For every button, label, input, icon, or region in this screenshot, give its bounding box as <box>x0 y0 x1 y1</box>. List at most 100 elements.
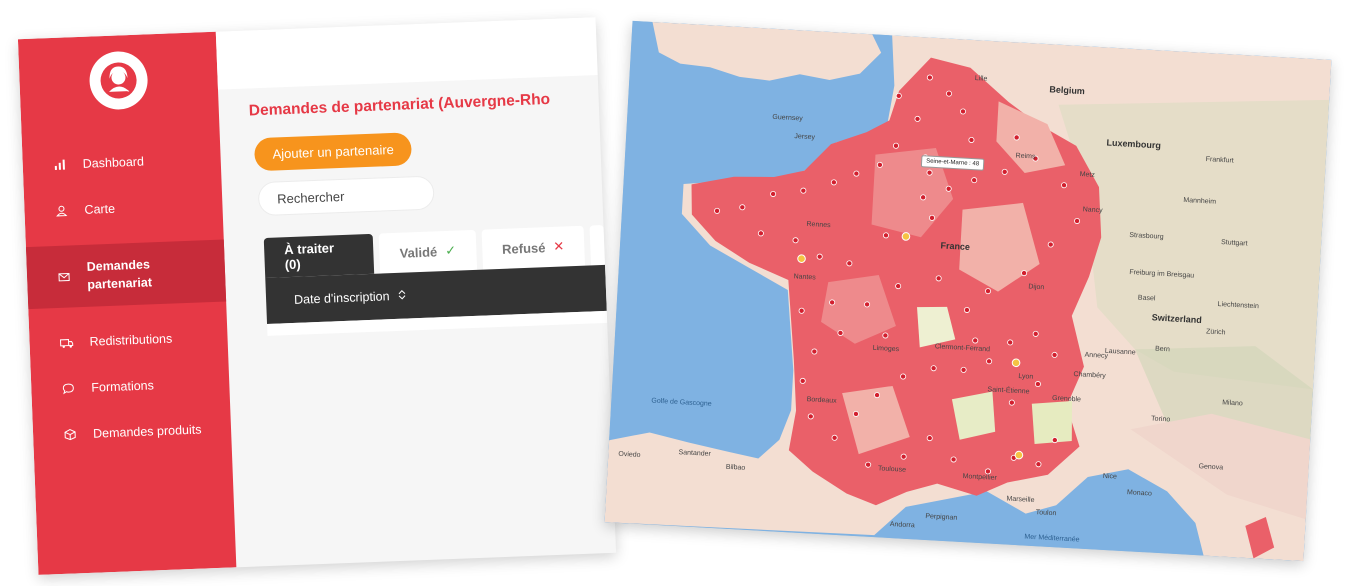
sidebar-item-label: Demandes partenariat <box>86 257 153 292</box>
tab-a-traiter[interactable]: À traiter (0) <box>263 233 375 278</box>
region-light-2 <box>842 385 910 455</box>
region-pale-alpes <box>1031 400 1073 444</box>
truck-icon <box>57 333 76 352</box>
label-chambery: Chambéry <box>1073 371 1106 380</box>
label-torino: Torino <box>1151 415 1171 423</box>
uk-land <box>652 21 882 81</box>
envelope-icon <box>55 267 74 286</box>
corsica <box>1245 516 1275 559</box>
label-bern: Bern <box>1155 346 1170 354</box>
table-header: Date d'inscription <box>265 264 607 324</box>
label-marseille: Marseille <box>1006 495 1034 504</box>
tab-label: À traiter (0) <box>283 240 335 273</box>
label-lyon: Lyon <box>1018 373 1033 381</box>
label-france: France <box>940 240 970 252</box>
label-freiburg: Freiburg im Breisgau <box>1129 269 1194 280</box>
bar-chart-icon <box>50 155 69 174</box>
label-basel: Basel <box>1138 294 1156 302</box>
chat-bubble-icon <box>59 379 78 398</box>
sidebar-item-label: Carte <box>84 201 116 217</box>
label-liechtenstein: Liechtenstein <box>1217 301 1259 310</box>
search-input[interactable] <box>257 175 435 217</box>
check-icon: ✓ <box>444 242 457 259</box>
label-strasbourg: Strasbourg <box>1129 232 1164 241</box>
label-nice: Nice <box>1103 473 1117 481</box>
label-lausanne: Lausanne <box>1105 348 1136 357</box>
label-bordeaux: Bordeaux <box>806 396 837 405</box>
sidebar-item-dashboard[interactable]: Dashboard <box>22 136 222 190</box>
tab-label: Validé <box>399 243 438 261</box>
main-content: Demandes de partenariat (Auvergne-Rho Aj… <box>218 75 616 567</box>
region-light-3 <box>996 101 1066 173</box>
label-nantes: Nantes <box>793 273 816 281</box>
label-milano: Milano <box>1222 399 1243 407</box>
label-frankfurt: Frankfurt <box>1206 156 1234 165</box>
column-date-inscription[interactable]: Date d'inscription <box>293 289 390 307</box>
sort-icon[interactable] <box>397 289 405 302</box>
label-toulouse: Toulouse <box>878 465 906 474</box>
label-monaco: Monaco <box>1127 489 1152 497</box>
label-nancy: Nancy <box>1083 206 1104 214</box>
label-golfe-de-gascogne: Golfe de Gascogne <box>651 398 712 408</box>
woman-avatar-icon <box>100 62 137 99</box>
tab-label: Refusé <box>501 239 546 257</box>
label-andorra: Andorra <box>890 521 915 529</box>
germany-relief <box>1058 99 1330 390</box>
label-mannheim: Mannheim <box>1183 197 1216 206</box>
label-rennes: Rennes <box>806 221 831 229</box>
label-zurich: Zürich <box>1206 328 1226 336</box>
box-icon <box>61 425 80 444</box>
label-bilbao: Bilbao <box>726 464 746 472</box>
sidebar-nav: Dashboard Carte Demandes partenariat Red… <box>22 136 232 459</box>
tab-valide[interactable]: Validé ✓ <box>378 229 477 274</box>
cluster-markers <box>797 232 1024 460</box>
user-icon <box>52 201 71 220</box>
label-saint-etienne: Saint-Étienne <box>987 384 1030 395</box>
sidebar-item-demandes-partenariat[interactable]: Demandes partenariat <box>25 239 227 310</box>
label-grenoble: Grenoble <box>1052 395 1081 404</box>
label-mer-mediterranee: Mer Méditerranée <box>1024 534 1080 544</box>
tab-next-partial[interactable] <box>589 224 606 266</box>
region-light-1 <box>959 202 1040 292</box>
france-departments <box>691 57 1102 506</box>
tab-refuse[interactable]: Refusé ✕ <box>481 225 586 270</box>
sidebar-item-label: Formations <box>91 378 155 395</box>
label-limoges: Limoges <box>872 345 899 353</box>
cross-icon: ✕ <box>553 238 565 254</box>
sidebar-item-label: Demandes produits <box>92 422 202 441</box>
page-title: Demandes de partenariat (Auvergne-Rho <box>248 90 551 120</box>
label-santander: Santander <box>678 449 711 458</box>
label-luxembourg: Luxembourg <box>1106 138 1161 151</box>
region-pale-cantal <box>917 306 956 348</box>
label-montpellier: Montpellier <box>962 473 997 482</box>
map-canvas[interactable]: France Belgium Luxembourg Switzerland Li… <box>604 20 1332 562</box>
label-jersey: Jersey <box>794 133 815 141</box>
france-map-screenshot: France Belgium Luxembourg Switzerland Li… <box>604 20 1332 562</box>
label-oviedo: Oviedo <box>618 451 641 459</box>
label-toulon: Toulon <box>1036 509 1057 517</box>
label-reims: Reims <box>1015 152 1036 160</box>
region-mid-2 <box>821 274 896 344</box>
label-dijon: Dijon <box>1028 283 1044 291</box>
logo-avatar[interactable] <box>88 50 149 111</box>
label-belgium: Belgium <box>1049 84 1085 96</box>
region-pale-lozere <box>951 391 996 440</box>
sidebar-item-formations[interactable]: Formations <box>31 359 231 413</box>
label-annecy: Annecy <box>1084 352 1108 360</box>
admin-panel-screenshot: Dashboard Carte Demandes partenariat Red… <box>17 17 617 575</box>
italy-land <box>1130 413 1311 520</box>
sidebar-item-carte[interactable]: Carte <box>24 182 224 236</box>
label-stuttgart: Stuttgart <box>1221 239 1248 247</box>
label-lille: Lille <box>975 75 988 83</box>
label-metz: Metz <box>1079 171 1095 179</box>
sidebar-item-label: Redistributions <box>89 331 173 349</box>
add-partner-button[interactable]: Ajouter un partenaire <box>253 132 413 172</box>
sidebar: Dashboard Carte Demandes partenariat Red… <box>17 31 237 575</box>
label-guernsey: Guernsey <box>772 114 803 123</box>
sidebar-item-redistributions[interactable]: Redistributions <box>29 313 229 367</box>
label-perpignan: Perpignan <box>925 513 957 522</box>
label-genova: Genova <box>1198 463 1223 471</box>
sidebar-item-demandes-produits[interactable]: Demandes produits <box>32 405 232 459</box>
sidebar-item-label: Dashboard <box>82 154 145 171</box>
label-clermont-ferrand: Clermont-Ferrand <box>935 343 991 353</box>
